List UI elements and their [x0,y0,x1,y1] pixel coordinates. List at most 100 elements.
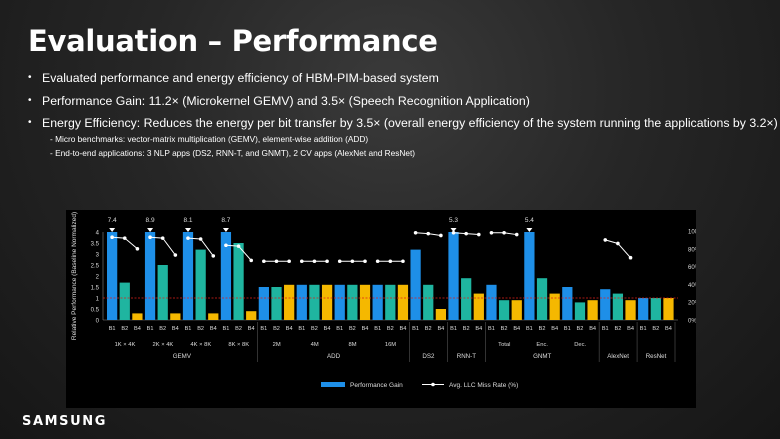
y-tick-label: 1.5 [91,286,100,292]
y-tick-label: 0.5 [91,308,100,314]
miss-rate-point [401,259,405,264]
miss-rate-point [426,231,431,236]
bar-label: B2 [614,326,621,332]
bar [498,300,510,320]
bar-label: B2 [501,326,508,332]
overflow-arrow-icon [450,228,457,232]
group-label: Enc. [536,342,548,348]
bar-label: B4 [172,326,179,332]
bar [195,249,206,320]
bar [435,309,446,320]
miss-rate-point [388,259,393,264]
bar-label: B2 [121,326,128,332]
bar-label: B4 [324,326,331,332]
bar [182,232,194,320]
miss-rate-point [186,236,190,240]
bar-label: B1 [185,326,192,332]
category-label: DS2 [422,353,435,360]
bar [157,265,168,320]
miss-rate-point [135,247,140,251]
bar-label: B1 [336,326,343,332]
bar-label: B4 [589,326,596,332]
bar [334,284,345,320]
category-label: ResNet [646,353,667,360]
bullet-text: Performance Gain: 11.2× (Microkernel GEM… [42,93,530,108]
miss-rate-point [616,241,620,246]
category-label: ADD [327,353,341,360]
bar-label: B1 [602,326,609,332]
miss-rate-point [299,259,304,264]
bullet-item: • Performance Gain: 11.2× (Microkernel G… [28,94,773,108]
bar [321,284,333,320]
miss-rate-point [224,243,228,248]
overflow-label: 7.4 [108,217,117,224]
bar-label: B1 [298,326,305,332]
bullet-text: Energy Efficiency: Reduces the energy pe… [42,116,778,130]
bar-label: B4 [286,326,293,332]
y-tick-label: 4 [96,231,100,237]
group-label: 1K × 4K [115,342,136,348]
bar [220,232,232,320]
bar [284,284,295,320]
miss-rate-point [514,232,519,237]
bar [587,300,598,320]
y2-tick-label: 60% [688,265,696,271]
bar [638,298,649,320]
miss-rate-point [274,259,279,264]
y-tick-label: 1 [96,297,100,303]
overflow-arrow-icon [222,228,229,232]
overflow-label: 8.1 [183,217,192,224]
bar [650,298,661,320]
bar-label: B4 [134,326,141,332]
miss-rate-point [413,230,418,235]
bar-label: B4 [475,326,482,332]
bar-label: B2 [652,326,659,332]
bar [423,284,434,320]
group-label: 4K × 8K [190,342,211,348]
bar [258,287,269,320]
miss-rate-point [451,230,456,235]
bar-label: B2 [463,326,470,332]
legend-swatch-performance [321,382,345,387]
bullet-item: • Evaluated performance and energy effic… [28,71,773,85]
bar [246,311,257,320]
overflow-label: 8.9 [146,217,155,224]
bar-label: B1 [640,326,647,332]
group-label: Dec. [574,342,586,348]
bar-label: B1 [109,326,116,332]
bar [625,300,636,320]
miss-rate-point [287,259,291,264]
bar-label: B1 [223,326,230,332]
bar [170,313,181,320]
y2-tick-label: 40% [688,283,696,289]
miss-rate-point [628,255,633,260]
bar-label: B1 [260,326,267,332]
y-tick-label: 2 [96,275,100,281]
y-tick-label: 0 [96,319,100,325]
miss-rate-point [198,237,203,241]
miss-rate-point [439,233,443,238]
miss-rate-point [502,230,506,235]
miss-rate-point [375,259,380,264]
miss-rate-point [603,238,608,242]
bar [574,302,586,320]
bar-label: B4 [513,326,520,332]
bar [486,284,497,320]
y2-tick-label: 20% [688,301,696,307]
bar [448,232,459,320]
miss-rate-point [173,253,178,257]
bar [562,287,573,320]
overflow-label: 5.4 [525,217,534,224]
bar [296,284,307,320]
bar [410,249,421,320]
bar [359,284,371,320]
legend-label-miss: Avg. LLC Miss Rate (%) [449,382,518,389]
y-tick-label: 3 [96,253,100,259]
bar-label: B4 [627,326,634,332]
group-label: 2K × 4K [153,342,174,348]
bar [144,232,156,320]
bar [271,287,282,320]
chart-svg: 00.511.522.533.540%20%40%60%80%100%Relat… [71,212,696,389]
legend-label-performance: Performance Gain [350,382,403,389]
bar [524,232,535,320]
